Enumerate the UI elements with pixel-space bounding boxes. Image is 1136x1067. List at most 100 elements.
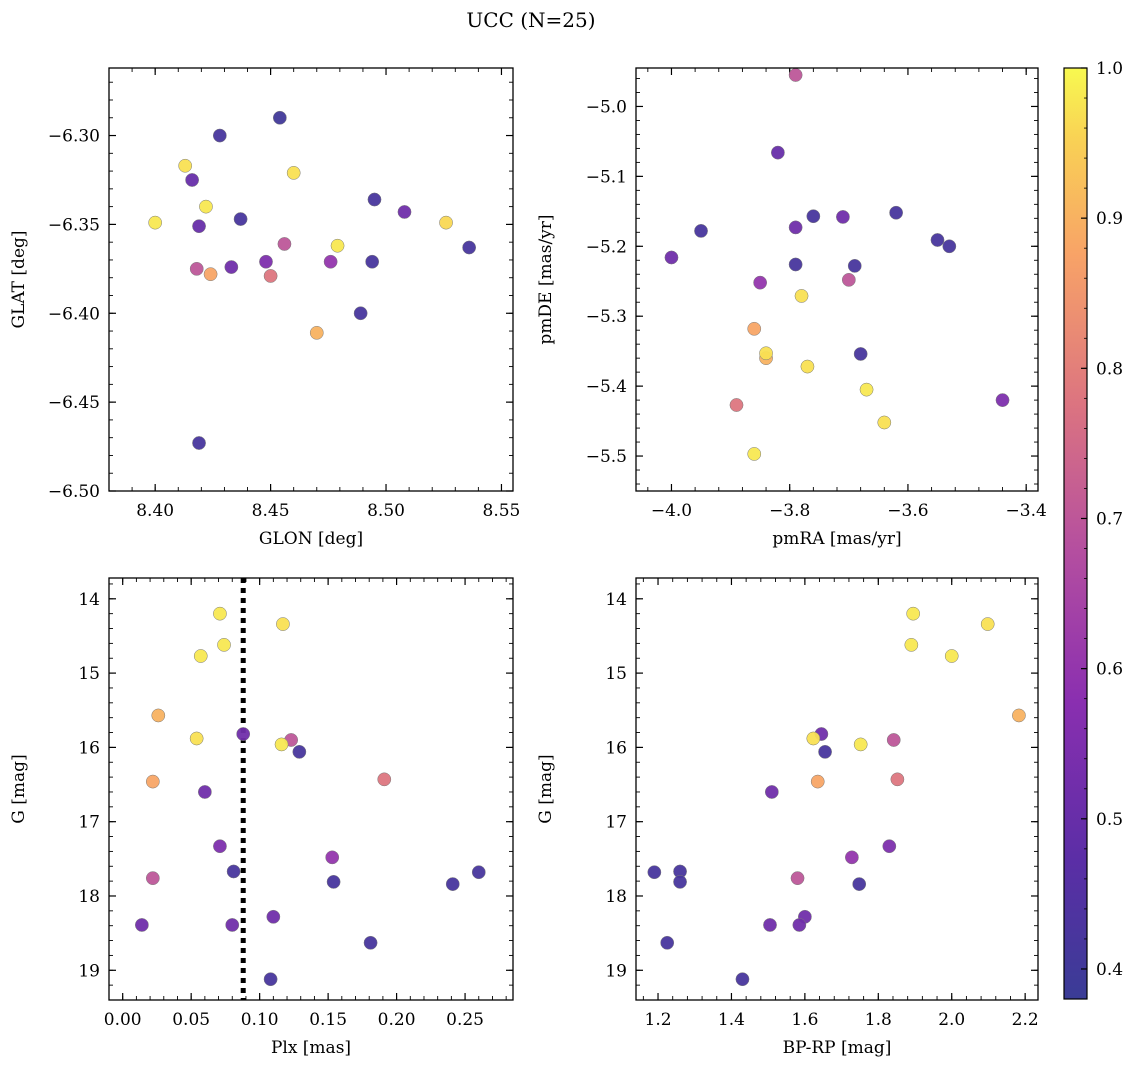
data-point [647,865,662,880]
data-point [217,638,231,652]
data-point [198,785,212,799]
colorbar-tick-label: 0.7 [1096,509,1123,529]
y-tick-label: −5.2 [586,237,627,257]
data-point [660,935,675,950]
data-point [192,219,206,234]
data-point [882,839,897,854]
y-tick-label: 18 [605,887,627,907]
x-tick-label: 0.05 [172,1010,210,1030]
data-point [859,382,874,397]
figure-title: UCC (N=25) [466,8,595,32]
data-point [1012,708,1026,723]
data-point [263,972,278,987]
data-point [236,727,251,741]
colorbar-tick-label: 0.8 [1096,359,1123,379]
data-point [193,649,208,663]
x-axis-label: BP-RP [mag] [783,1038,892,1058]
y-tick-label: −6.45 [48,393,100,413]
data-point [330,238,345,253]
panel-plx-g: 0.00 0.05 0.10 0.15 0.20 0.25 14 15 16 17 18 19 Plx … [9,577,514,1058]
y-tick-label: 16 [78,738,100,758]
data-point [135,918,149,932]
data-point [759,346,773,361]
x-axis-label: pmRA [mas/yr] [772,529,901,549]
x-tick-label: −4.0 [651,501,692,521]
y-axis-label: GLAT [deg] [9,230,29,328]
axes-frame [108,577,514,1001]
panel-pmra-pmde: −4.0 −3.8 −3.6 −3.4 −5.5 −5.4 −5.3 −5.2 −5.1 −5.0… [536,67,1047,549]
data-point [365,254,380,269]
data-point [771,145,785,160]
data-point [664,250,679,265]
data-point [367,192,382,207]
data-point [462,240,476,255]
data-point [806,209,821,224]
data-point [841,272,856,287]
x-tick-label: 8.40 [136,501,174,521]
x-axis-label: Plx [mas] [271,1038,351,1058]
data-point [694,224,708,238]
data-point [788,68,803,82]
data-point [363,935,378,950]
data-point [224,260,239,274]
data-point [790,871,805,886]
data-point [845,850,859,865]
data-point [326,875,341,889]
data-point [325,850,340,865]
data-point [309,325,324,340]
data-point [272,110,287,125]
y-axis-label: G [mag] [9,754,29,823]
data-point [788,220,803,235]
colorbar-tick-label: 0.9 [1096,209,1123,229]
data-point [286,166,301,180]
y-tick-label: 14 [605,590,627,610]
y-tick-label: 14 [78,590,100,610]
data-point [836,210,850,224]
data-point [276,617,290,631]
data-point [852,877,867,891]
data-point [673,875,687,889]
data-point [735,972,750,987]
x-tick-label: 0.15 [309,1010,347,1030]
x-tick-label: 1.8 [865,1010,892,1030]
panel-bprp-g: 1.2 1.4 1.6 1.8 2.0 2.2 14 15 16 17 18 19 BP-RP [mag… [536,577,1039,1058]
data-point [764,785,779,799]
y-tick-label: −5.3 [586,307,627,327]
colorbar-tick-label: 0.5 [1096,810,1123,830]
data-point [189,731,204,746]
x-tick-label: −3.8 [769,501,810,521]
data-point [277,237,292,251]
y-tick-label: 17 [78,813,100,833]
data-point [763,918,777,932]
data-point [266,909,281,924]
data-point [794,289,809,303]
x-tick-label: 8.55 [483,501,521,521]
data-point [212,128,227,143]
x-tick-label: 0.20 [378,1010,416,1030]
colorbar: 0.4 0.5 0.6 0.7 0.8 0.9 1.0 [1063,59,1123,1000]
data-point [323,254,338,269]
data-point [353,306,368,321]
data-point [753,275,767,290]
data-point [788,257,803,272]
data-point [877,415,892,430]
data-point [189,261,204,276]
x-tick-label: 1.4 [718,1010,745,1030]
data-point [213,606,227,621]
y-tick-label: 19 [78,961,100,981]
y-tick-label: 17 [605,813,627,833]
data-point [853,347,868,361]
y-axis-label: pmDE [mas/yr] [536,214,556,344]
data-point [233,212,248,226]
data-point [397,205,412,219]
colorbar-gradient [1063,67,1088,1000]
colorbar-tick-label: 0.4 [1096,960,1123,980]
data-point [980,617,995,631]
x-tick-label: 0.25 [446,1010,484,1030]
data-point [800,359,815,374]
y-tick-label: 18 [78,887,100,907]
y-tick-label: −5.5 [586,447,627,467]
data-point [944,649,959,663]
data-point [145,774,160,789]
y-tick-label: −5.4 [586,377,627,397]
